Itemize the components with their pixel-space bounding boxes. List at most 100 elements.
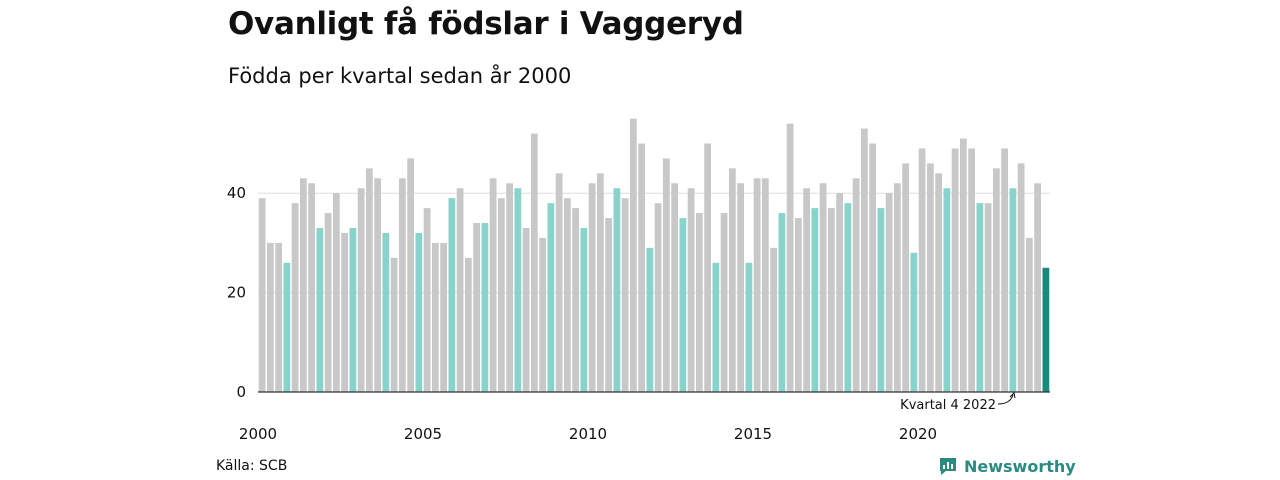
bar xyxy=(382,232,390,392)
x-tick-label: 2015 xyxy=(734,425,772,443)
bar xyxy=(357,188,365,392)
bar xyxy=(481,223,489,392)
bar xyxy=(893,183,901,392)
bar xyxy=(662,158,670,392)
bar xyxy=(332,193,340,392)
bar xyxy=(679,218,687,392)
bar xyxy=(258,198,266,392)
bar xyxy=(745,262,753,392)
bar xyxy=(580,227,588,392)
bar xyxy=(918,148,926,392)
bar xyxy=(877,208,885,392)
bar xyxy=(976,203,984,392)
x-tick-label: 2010 xyxy=(569,425,607,443)
bar xyxy=(943,188,951,392)
bar xyxy=(506,183,513,392)
y-tick-label: 20 xyxy=(227,284,246,302)
x-tick-label: 2005 xyxy=(404,425,442,443)
bar xyxy=(654,203,662,392)
annotation: Kvartal 4 2022 xyxy=(900,391,1016,413)
bar xyxy=(737,183,744,392)
bar xyxy=(712,262,720,392)
bar xyxy=(728,168,736,392)
bar xyxy=(951,148,959,392)
bar xyxy=(431,242,439,392)
bar xyxy=(464,257,472,392)
bar xyxy=(1009,188,1017,392)
bar xyxy=(489,178,497,392)
y-tick-label: 40 xyxy=(227,184,246,202)
bar xyxy=(959,138,967,392)
bar xyxy=(687,188,695,392)
bar xyxy=(860,128,868,392)
bar xyxy=(423,208,431,392)
bar xyxy=(811,208,819,392)
chart-title: Ovanligt få födslar i Vaggeryd xyxy=(228,6,744,42)
bar xyxy=(720,213,728,392)
x-tick-label: 2000 xyxy=(239,425,277,443)
bar xyxy=(440,242,447,392)
bar xyxy=(283,262,291,392)
bars xyxy=(258,118,1050,393)
annotation-arrow xyxy=(997,394,1014,405)
bar xyxy=(704,143,711,392)
bar xyxy=(299,178,307,392)
bar xyxy=(621,198,629,392)
brand-logo[interactable]: Newsworthy xyxy=(938,456,1076,476)
bar xyxy=(794,218,802,392)
bar xyxy=(761,178,769,392)
bar xyxy=(530,133,538,392)
gridlines xyxy=(258,192,1050,294)
bar xyxy=(555,173,563,392)
bar xyxy=(695,213,703,392)
bar xyxy=(365,168,373,392)
x-tick-label: 2020 xyxy=(899,425,937,443)
y-tick-label: 0 xyxy=(236,383,246,401)
bar xyxy=(324,213,332,392)
bar xyxy=(605,218,612,392)
source-note: Källa: SCB xyxy=(216,458,288,474)
bar xyxy=(770,247,777,392)
bar xyxy=(415,232,423,392)
bar xyxy=(869,143,876,392)
bar xyxy=(844,203,852,392)
bar-highlight xyxy=(1042,267,1050,392)
bar xyxy=(910,252,918,392)
bar xyxy=(308,183,315,392)
bar xyxy=(827,208,835,392)
bar xyxy=(407,158,414,392)
bar xyxy=(819,183,827,392)
brand-label: Newsworthy xyxy=(964,456,1076,476)
bar xyxy=(935,173,942,392)
bar xyxy=(390,257,398,392)
bar xyxy=(341,232,348,392)
bar xyxy=(786,123,794,393)
bar xyxy=(638,143,645,392)
bar xyxy=(588,183,596,392)
bar xyxy=(984,203,992,392)
bar xyxy=(596,173,604,392)
bar xyxy=(968,148,975,392)
bar xyxy=(1034,183,1041,392)
bar xyxy=(992,168,1000,392)
newsworthy-logo-icon xyxy=(940,458,956,475)
annotation-label: Kvartal 4 2022 xyxy=(900,398,996,413)
bar xyxy=(522,227,530,392)
bar xyxy=(572,208,579,392)
chart-subtitle: Födda per kvartal sedan år 2000 xyxy=(228,64,572,88)
bar xyxy=(448,198,456,392)
bar xyxy=(374,178,381,392)
bar xyxy=(852,178,860,392)
bar xyxy=(803,188,810,392)
bar xyxy=(753,178,761,392)
bar xyxy=(473,223,480,392)
bar xyxy=(291,203,299,392)
bar xyxy=(671,183,678,392)
bar xyxy=(778,213,786,392)
bar xyxy=(539,237,546,392)
bar xyxy=(613,188,621,392)
bar xyxy=(398,178,406,392)
bar xyxy=(885,193,893,392)
bar xyxy=(349,227,357,392)
